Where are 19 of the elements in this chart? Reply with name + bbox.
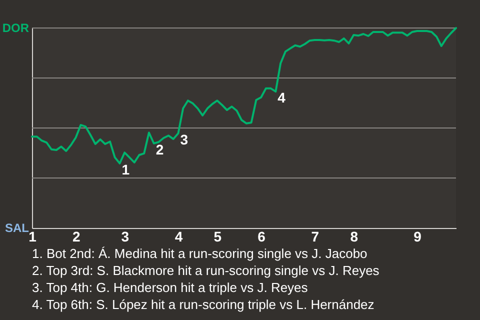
text: 4. Top 6th: S. López hit a run-scoring triple vs L. Hernández — [32, 296, 376, 313]
x-tick-label: 7 — [311, 228, 320, 244]
annotation: 3 — [180, 131, 188, 148]
x-tick-label: 1 — [28, 228, 37, 244]
x-tick-label: 4 — [174, 228, 183, 244]
annotation: 1 — [122, 161, 130, 178]
text: 2. Top 3rd: S. Blackmore hit a run-scoring single vs J. Reyes — [32, 262, 380, 279]
x-tick-label: 5 — [214, 228, 222, 244]
text: SAL — [5, 221, 29, 235]
x-tick-label: 9 — [414, 228, 422, 244]
text: DOR — [2, 21, 30, 35]
text: 3. Top 4th: G. Henderson hit a triple vs J. Reyes — [32, 279, 309, 296]
annotation: 2 — [156, 141, 164, 158]
x-tick-label: 8 — [350, 228, 358, 244]
text: 1. Bot 2nd: Á. Medina hit a run-scoring single vs J. Jacobo — [32, 245, 368, 262]
x-tick-label: 6 — [258, 228, 266, 244]
x-tick-label: 2 — [72, 228, 80, 244]
annotation: 4 — [278, 90, 286, 106]
x-tick-label: 3 — [121, 228, 130, 244]
